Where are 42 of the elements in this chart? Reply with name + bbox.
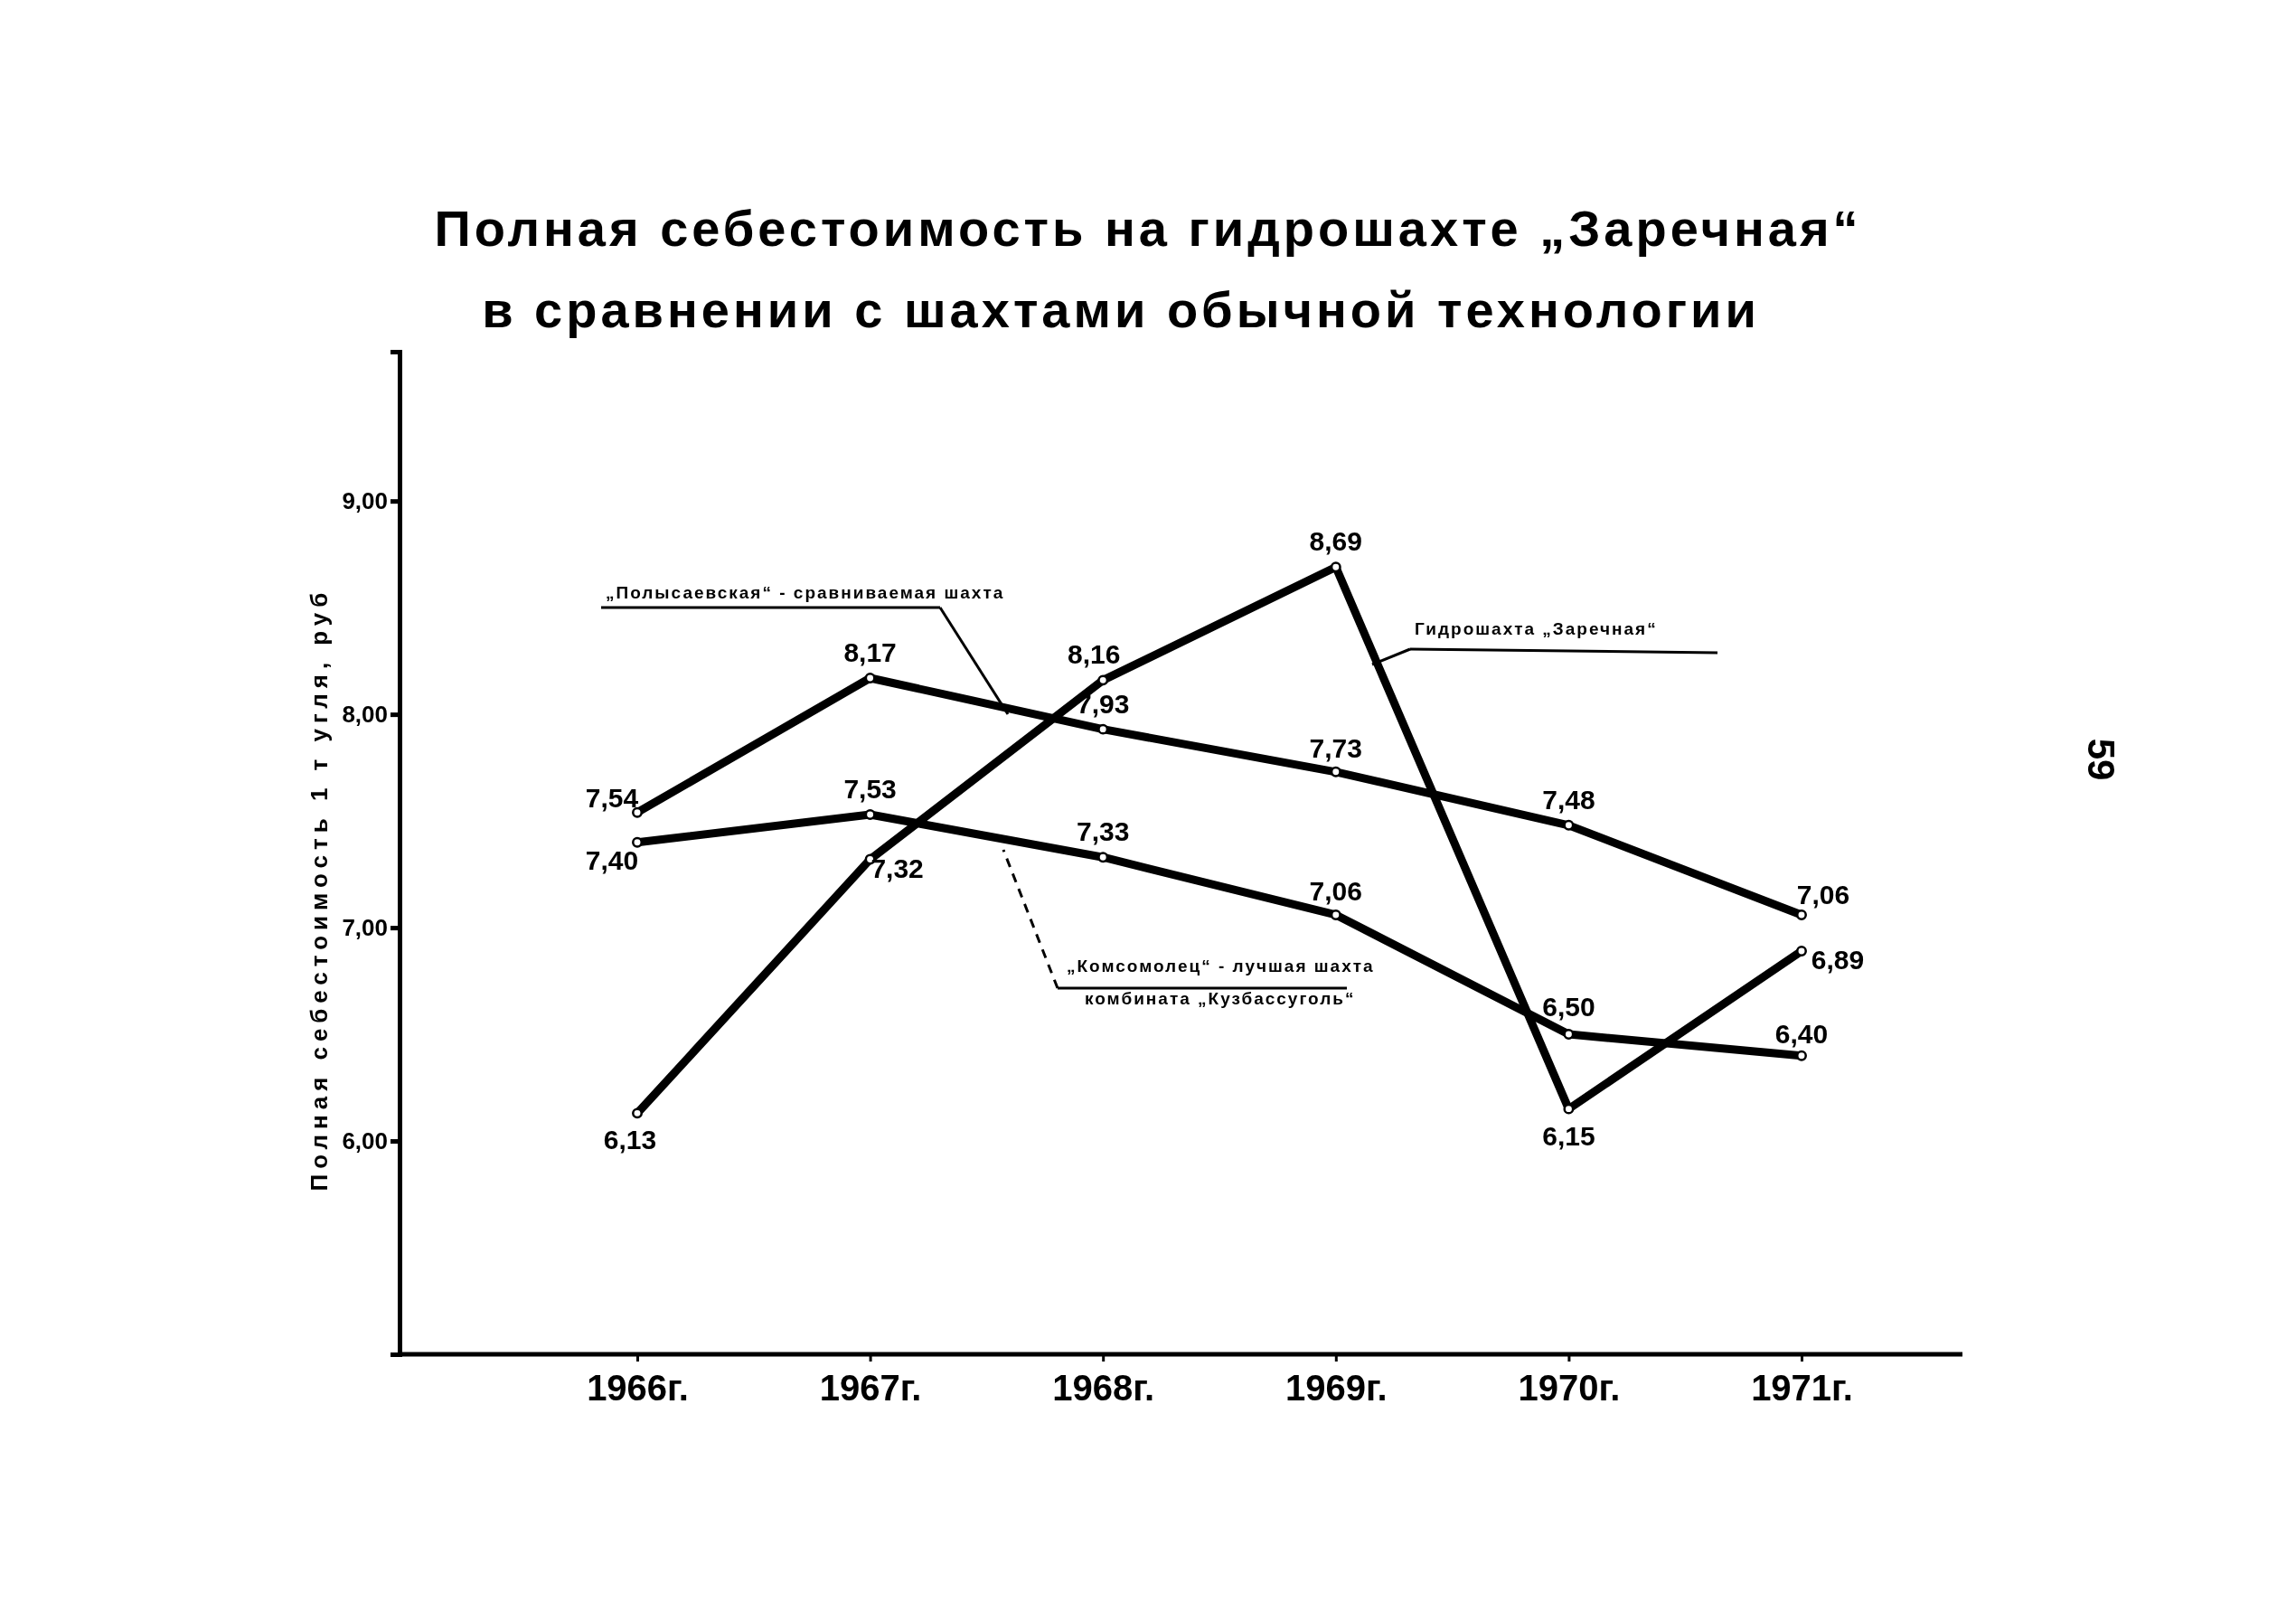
text: „Полысаевская“ - сравниваемая шахта: [606, 583, 1005, 602]
x-tick-label: 1971г.: [1751, 1368, 1853, 1408]
data-label: 6,15: [1542, 1120, 1595, 1151]
text: Гидрошахта „Заречная“: [1415, 619, 1658, 638]
point: [1796, 909, 1807, 920]
y-tick-label: 9,00: [342, 486, 388, 514]
data-label: 7,54: [585, 782, 639, 813]
data-label: 6,40: [1774, 1018, 1829, 1049]
point: [1563, 819, 1575, 831]
x-tick-label: 1969г.: [1284, 1368, 1388, 1408]
data-label: 7,40: [585, 844, 639, 875]
chart-subtitle: в сравнении с шахтами обычной технологии: [482, 281, 1760, 338]
point: [864, 673, 876, 683]
point: [1796, 946, 1807, 956]
data-label: 6,13: [603, 1125, 657, 1155]
y-tick-label: 6,00: [342, 1126, 388, 1154]
y-axis-title: Полная себестоимость 1 т угля, руб: [306, 587, 333, 1192]
data-label: 6,50: [1542, 992, 1595, 1022]
chart-title: Полная себестоимость на гидрошахте „Заречная“: [434, 200, 1862, 257]
y-tick-label: 8,00: [342, 700, 388, 728]
data-label: 7,48: [1542, 784, 1595, 815]
text: 59: [2080, 738, 2122, 781]
x-tick-label: 1970г.: [1518, 1368, 1621, 1408]
data-label: 6,89: [1811, 945, 1865, 975]
data-label: 7,53: [843, 774, 897, 805]
data-label: 7,33: [1077, 816, 1130, 847]
point: [632, 836, 643, 848]
y-tick-label: 7,00: [342, 913, 388, 941]
data-label: 8,16: [1068, 639, 1121, 670]
data-label: 7,06: [1309, 875, 1362, 906]
data-label: 8,17: [843, 637, 897, 668]
series-label: „Комсомолец“ - лучшая шахта комбината „Кузбассуголь“: [1067, 956, 1375, 1008]
data-label: 8,69: [1309, 526, 1362, 557]
x-tick-label: 1968г.: [1052, 1368, 1155, 1408]
x-tick-label: 1966г.: [587, 1368, 689, 1408]
x-tick-label: 1967г.: [819, 1368, 922, 1408]
point: [632, 1107, 643, 1119]
data-label: 7,06: [1796, 879, 1850, 909]
data-label: 7,73: [1309, 732, 1362, 763]
data-label: 7,32: [870, 853, 924, 883]
point: [1097, 674, 1109, 686]
point: [1796, 1050, 1807, 1061]
